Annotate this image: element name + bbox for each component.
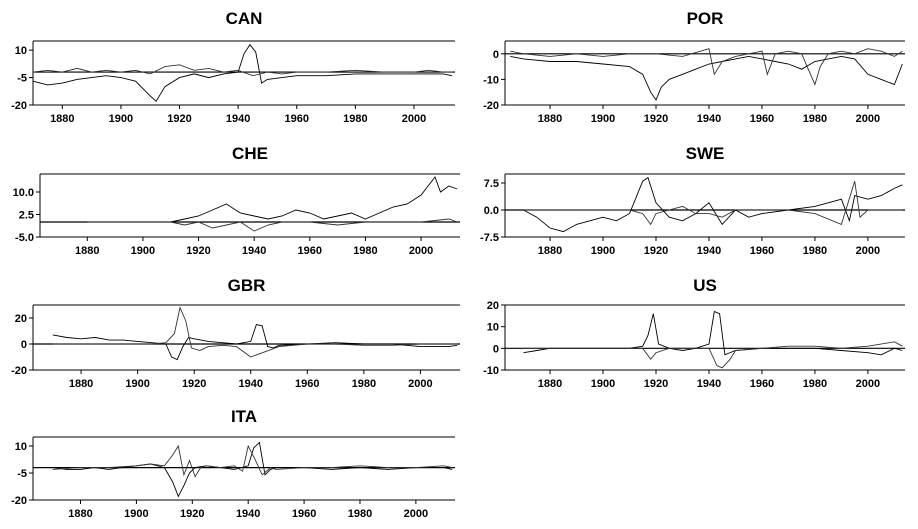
x-tick-label-us: 1940 <box>697 378 721 390</box>
x-tick-label-can: 1920 <box>167 113 191 125</box>
y-tick-label-che: 10.0 <box>13 187 34 199</box>
x-tick-label-swe: 1940 <box>697 245 721 257</box>
series-line-ita-2 <box>52 444 453 478</box>
y-tick-label-por: -10 <box>483 74 499 86</box>
panel-title-us: US <box>693 276 717 295</box>
panel-title-che: CHE <box>232 144 268 163</box>
x-tick-label-can: 1900 <box>109 113 133 125</box>
y-tick-label-ita: -20 <box>11 495 27 507</box>
x-tick-label-gbr: 1880 <box>69 378 93 390</box>
y-tick-label-che: -5.0 <box>15 232 34 244</box>
x-tick-label-us: 2000 <box>856 378 880 390</box>
x-tick-label-ita: 1940 <box>236 508 260 520</box>
y-tick-label-che: 2.5 <box>19 210 34 222</box>
series-line-can-1 <box>32 43 453 103</box>
y-tick-label-us: 0 <box>493 343 499 355</box>
x-tick-label-che: 1960 <box>298 245 322 257</box>
x-tick-label-gbr: 1940 <box>238 378 262 390</box>
panel-title-can: CAN <box>226 9 263 28</box>
series-line-swe-1 <box>523 176 903 233</box>
panel-title-ita: ITA <box>231 407 257 426</box>
x-tick-label-can: 1880 <box>50 113 74 125</box>
y-tick-label-ita: -5 <box>17 468 27 480</box>
series-line-por-2 <box>510 48 903 86</box>
x-tick-label-che: 1920 <box>186 245 210 257</box>
x-tick-label-gbr: 1900 <box>125 378 149 390</box>
x-tick-label-can: 1940 <box>226 113 250 125</box>
y-tick-label-gbr: 20 <box>15 313 27 325</box>
x-tick-label-ita: 1980 <box>348 508 372 520</box>
x-tick-label-can: 2000 <box>402 113 426 125</box>
x-tick-label-swe: 1980 <box>803 245 827 257</box>
y-tick-label-us: 20 <box>487 300 499 312</box>
series-line-che-2 <box>87 218 458 232</box>
series-line-ita-1 <box>52 441 453 498</box>
x-tick-label-swe: 1960 <box>750 245 774 257</box>
x-tick-label-gbr: 1920 <box>182 378 206 390</box>
y-tick-label-por: -20 <box>483 100 499 112</box>
x-tick-label-che: 1900 <box>131 245 155 257</box>
series-line-che-1 <box>87 176 458 223</box>
x-tick-label-gbr: 1980 <box>352 378 376 390</box>
panel-title-swe: SWE <box>686 144 725 163</box>
x-tick-label-us: 1880 <box>538 378 562 390</box>
y-tick-label-por: 0 <box>493 49 499 61</box>
x-tick-label-ita: 1880 <box>68 508 92 520</box>
x-tick-label-por: 1940 <box>697 113 721 125</box>
x-tick-label-swe: 1880 <box>538 245 562 257</box>
x-tick-label-gbr: 2000 <box>408 378 432 390</box>
x-tick-label-che: 2000 <box>409 245 433 257</box>
x-tick-label-gbr: 1960 <box>295 378 319 390</box>
y-tick-label-swe: 0.0 <box>484 205 499 217</box>
series-line-gbr-1 <box>52 323 458 361</box>
y-tick-label-can: 10 <box>15 45 27 57</box>
x-tick-label-us: 1900 <box>591 378 615 390</box>
y-tick-label-us: 10 <box>487 322 499 334</box>
y-tick-label-gbr: -20 <box>11 365 27 377</box>
x-tick-label-us: 1960 <box>750 378 774 390</box>
x-tick-label-can: 1980 <box>343 113 367 125</box>
panel-title-gbr: GBR <box>228 276 266 295</box>
x-tick-label-us: 1920 <box>644 378 668 390</box>
x-tick-label-por: 2000 <box>856 113 880 125</box>
series-line-gbr-2 <box>52 306 458 358</box>
x-tick-label-por: 1920 <box>644 113 668 125</box>
series-line-can-2 <box>32 64 453 77</box>
x-tick-label-ita: 1960 <box>292 508 316 520</box>
y-tick-label-swe: -7.5 <box>480 232 499 244</box>
x-tick-label-can: 1960 <box>285 113 309 125</box>
x-tick-label-ita: 2000 <box>404 508 428 520</box>
x-tick-label-che: 1940 <box>242 245 266 257</box>
y-tick-label-gbr: 0 <box>21 339 27 351</box>
y-tick-label-can: -20 <box>11 100 27 112</box>
x-tick-label-por: 1900 <box>591 113 615 125</box>
y-tick-label-ita: 10 <box>15 441 27 453</box>
panel-title-por: POR <box>687 9 724 28</box>
x-tick-label-por: 1980 <box>803 113 827 125</box>
series-line-por-1 <box>510 55 903 101</box>
y-tick-label-can: -5 <box>17 73 27 85</box>
series-line-swe-2 <box>523 181 903 226</box>
x-tick-label-por: 1960 <box>750 113 774 125</box>
x-tick-label-ita: 1900 <box>124 508 148 520</box>
x-tick-label-swe: 1900 <box>591 245 615 257</box>
x-tick-label-swe: 2000 <box>856 245 880 257</box>
series-line-us-2 <box>523 341 903 369</box>
x-tick-label-por: 1880 <box>538 113 562 125</box>
x-tick-label-che: 1880 <box>75 245 99 257</box>
y-tick-label-swe: 7.5 <box>484 178 499 190</box>
y-tick-label-us: -10 <box>483 365 499 377</box>
x-tick-label-che: 1980 <box>353 245 377 257</box>
x-tick-label-ita: 1920 <box>180 508 204 520</box>
x-tick-label-us: 1980 <box>803 378 827 390</box>
x-tick-label-swe: 1920 <box>644 245 668 257</box>
